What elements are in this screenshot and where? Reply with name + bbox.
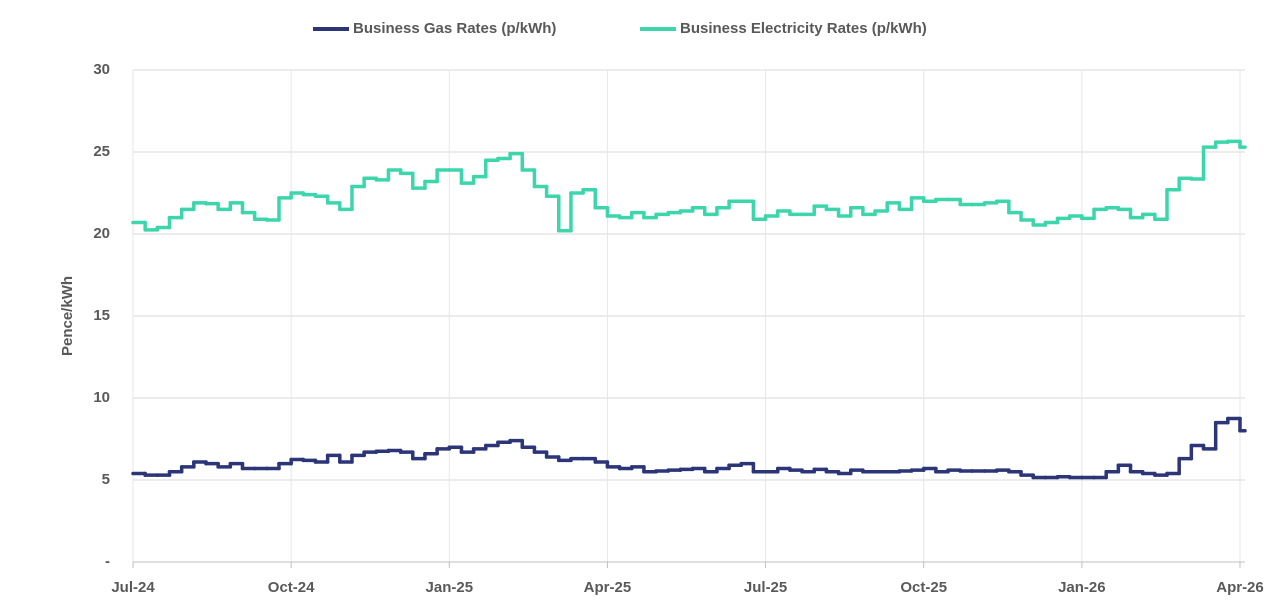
y-tick-label: 30 bbox=[93, 61, 110, 78]
y-tick-label: 20 bbox=[93, 225, 110, 242]
y-tick-label: 10 bbox=[93, 389, 110, 406]
y-axis-label: Pence/kWh bbox=[59, 276, 76, 356]
y-tick-label: 25 bbox=[93, 143, 110, 160]
y-tick-label: 15 bbox=[93, 307, 110, 324]
legend-label: Business Electricity Rates (p/kWh) bbox=[680, 20, 927, 37]
x-tick-label: Oct-24 bbox=[268, 579, 315, 596]
x-tick-label: Jan-25 bbox=[426, 579, 474, 596]
x-tick-label: Jul-24 bbox=[111, 579, 155, 596]
x-tick-label: Jan-26 bbox=[1058, 579, 1106, 596]
y-tick-label: 5 bbox=[102, 471, 110, 488]
y-tick-label: - bbox=[105, 553, 110, 570]
x-tick-label: Jul-25 bbox=[744, 579, 787, 596]
x-tick-label: Apr-26 bbox=[1216, 579, 1264, 596]
x-tick-label: Oct-25 bbox=[900, 579, 947, 596]
legend-label: Business Gas Rates (p/kWh) bbox=[353, 20, 556, 37]
x-tick-label: Apr-25 bbox=[584, 579, 632, 596]
